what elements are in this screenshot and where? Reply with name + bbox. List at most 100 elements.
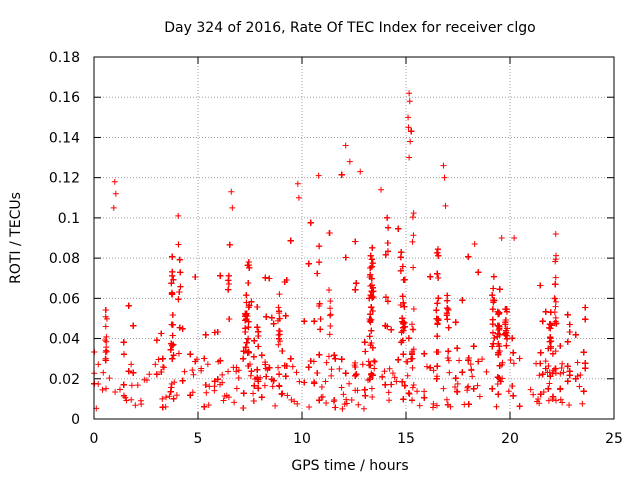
data-point xyxy=(386,397,393,404)
data-point xyxy=(305,364,312,371)
data-point xyxy=(211,387,218,394)
data-point xyxy=(307,358,314,365)
data-point xyxy=(552,348,559,355)
data-point xyxy=(338,384,345,391)
data-point xyxy=(223,392,230,399)
data-point xyxy=(187,392,194,399)
data-point xyxy=(535,396,542,403)
data-point xyxy=(371,357,378,364)
data-point xyxy=(220,397,227,404)
data-point xyxy=(582,365,589,372)
data-point xyxy=(388,326,395,333)
data-point xyxy=(204,361,211,368)
data-point xyxy=(120,381,127,388)
data-point xyxy=(516,355,523,362)
data-point xyxy=(360,405,367,412)
data-point xyxy=(272,402,279,409)
data-point xyxy=(416,402,423,409)
data-point xyxy=(559,360,566,367)
data-point xyxy=(444,401,451,408)
data-point xyxy=(371,358,378,365)
data-point xyxy=(240,348,247,355)
data-point xyxy=(342,254,349,261)
data-point xyxy=(163,394,170,401)
data-point xyxy=(230,364,237,371)
data-point xyxy=(159,404,166,411)
data-point xyxy=(276,331,283,338)
data-point xyxy=(434,270,441,277)
data-point xyxy=(410,381,417,388)
data-point xyxy=(202,331,209,338)
data-point xyxy=(475,358,482,365)
data-point xyxy=(327,311,334,318)
data-point xyxy=(284,392,291,399)
data-point xyxy=(130,369,137,376)
data-point xyxy=(217,357,224,364)
data-point xyxy=(261,382,268,389)
data-point xyxy=(362,392,369,399)
data-point xyxy=(414,388,421,395)
data-point xyxy=(301,318,308,325)
data-point xyxy=(444,355,451,362)
data-point xyxy=(217,381,224,388)
data-point xyxy=(404,358,411,365)
data-point xyxy=(225,368,232,375)
data-point xyxy=(202,381,209,388)
data-point xyxy=(219,371,226,378)
data-point xyxy=(125,368,132,375)
data-point xyxy=(340,391,347,398)
data-point xyxy=(326,230,333,237)
data-point xyxy=(409,214,416,221)
data-point xyxy=(468,367,475,374)
data-point xyxy=(465,253,472,260)
data-point xyxy=(552,295,559,302)
data-point xyxy=(214,376,221,383)
data-point xyxy=(276,371,283,378)
data-point xyxy=(540,388,547,395)
data-point xyxy=(533,398,540,405)
data-point xyxy=(287,355,294,362)
data-point xyxy=(467,361,474,368)
data-point xyxy=(152,361,159,368)
data-point xyxy=(291,398,298,405)
data-point xyxy=(572,331,579,338)
data-point xyxy=(296,378,303,385)
data-point xyxy=(474,382,481,389)
data-point xyxy=(141,376,148,383)
data-point xyxy=(530,391,537,398)
data-point xyxy=(465,401,472,408)
data-point xyxy=(489,343,496,350)
data-point xyxy=(276,315,283,322)
data-point xyxy=(393,378,400,385)
data-point xyxy=(248,368,255,375)
data-point xyxy=(266,364,273,371)
data-point xyxy=(181,368,188,375)
data-point xyxy=(233,385,240,392)
data-point xyxy=(258,394,265,401)
data-point xyxy=(338,171,345,178)
data-point xyxy=(342,370,349,377)
data-point xyxy=(433,402,440,409)
data-point xyxy=(537,349,544,356)
data-point xyxy=(262,274,269,281)
data-point xyxy=(552,365,559,372)
data-point xyxy=(368,304,375,311)
data-point xyxy=(434,363,441,370)
data-point xyxy=(381,368,388,375)
data-point xyxy=(382,381,389,388)
data-point xyxy=(327,298,334,305)
data-point xyxy=(405,390,412,397)
data-point xyxy=(245,362,252,369)
data-point xyxy=(552,318,559,325)
data-point xyxy=(406,391,413,398)
data-point xyxy=(366,376,373,383)
data-point xyxy=(323,359,330,366)
data-point xyxy=(388,381,395,388)
data-point xyxy=(465,355,472,362)
data-point xyxy=(268,376,275,383)
data-point xyxy=(318,384,325,391)
data-point xyxy=(331,352,338,359)
data-point xyxy=(132,402,139,409)
data-point xyxy=(580,388,587,395)
data-point xyxy=(240,355,247,362)
